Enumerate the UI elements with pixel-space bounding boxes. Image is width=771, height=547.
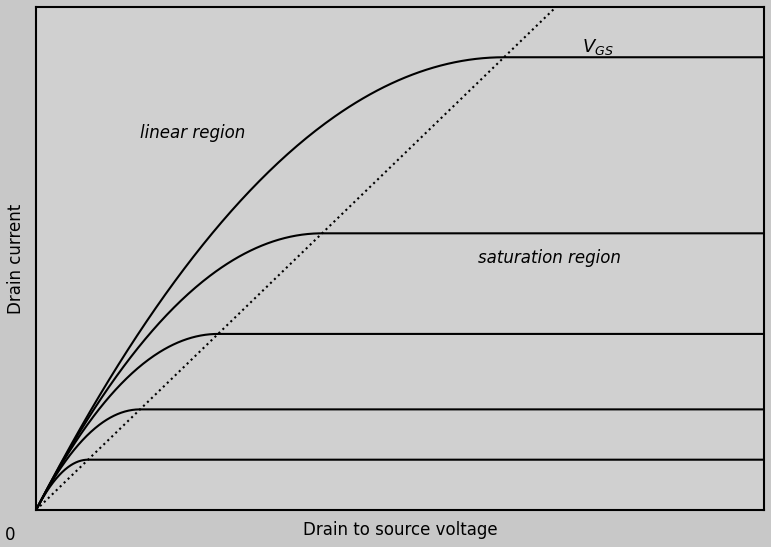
Text: 0: 0 — [5, 526, 15, 544]
X-axis label: Drain to source voltage: Drain to source voltage — [303, 521, 497, 539]
Text: $V_{GS}$: $V_{GS}$ — [582, 37, 614, 57]
Text: linear region: linear region — [140, 124, 245, 142]
Y-axis label: Drain current: Drain current — [7, 203, 25, 313]
Text: saturation region: saturation region — [478, 249, 621, 267]
